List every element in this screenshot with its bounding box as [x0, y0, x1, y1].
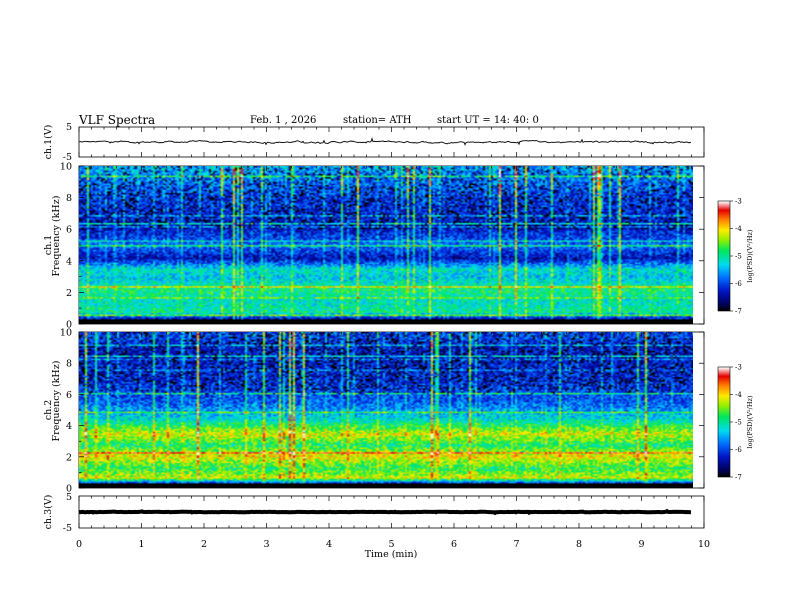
- y-tick-label: 8: [66, 193, 72, 204]
- ch1-ytick-bottom: -5: [63, 152, 72, 163]
- ch2-spectrogram-x-ticks: [78, 332, 705, 488]
- ch3-ytick-top: 5: [66, 492, 72, 503]
- ch1-ylabel: ch.1(V): [43, 125, 54, 160]
- ch1-x-ticks: [78, 127, 705, 157]
- x-tick-label: 3: [263, 539, 269, 550]
- ch2-spectrogram-ylabel-line1: ch.2: [43, 400, 54, 421]
- colorbar-tick-label: -4: [735, 225, 742, 233]
- x-tick-label: 5: [388, 539, 394, 550]
- ch3-waveform-line: [78, 508, 692, 516]
- ch1-colorbar-label: log(PSD)(V²/Hz): [746, 229, 754, 282]
- ch1-colorbar-ticks: -3 -4 -5 -6 -7: [730, 198, 742, 316]
- x-axis-tick-labels: 0 1 2 3 4 5 6 7 8 9 10: [76, 539, 710, 550]
- y-tick-label: 10: [60, 328, 72, 339]
- x-tick-label: 2: [201, 539, 207, 550]
- ch2-spectrogram-image: [79, 332, 693, 488]
- ch1-spectrogram-image: [79, 166, 693, 324]
- ch2-spectrogram-y-ticks: 0 2 4 6 8 10: [60, 328, 704, 495]
- y-tick-label: 8: [66, 359, 72, 370]
- colorbar-tick-label: -3: [735, 364, 742, 372]
- ch1-spectrogram-ylabel-line1: ch.1: [43, 235, 54, 256]
- colorbar-tick-label: -4: [735, 391, 742, 399]
- x-tick-label: 7: [513, 539, 519, 550]
- y-tick-label: 2: [66, 452, 72, 463]
- date-label: Feb. 1 , 2026: [250, 115, 316, 126]
- ch2-colorbar-ticks: -3 -4 -5 -6 -7: [730, 364, 742, 482]
- ch3-ytick-bottom: -5: [63, 523, 72, 534]
- ch2-spectrogram-panel: 0 2 4 6 8 10 ch.2 Frequency (kHz): [43, 328, 705, 495]
- ch1-spectrogram-ylabel-line2: Frequency (kHz): [51, 196, 62, 277]
- y-tick-label: 4: [66, 421, 72, 432]
- y-tick-label: 4: [66, 256, 72, 267]
- x-tick-label: 8: [576, 539, 582, 550]
- y-tick-label: 6: [66, 225, 72, 236]
- ch1-waveform-line: [78, 137, 692, 146]
- colorbar-tick-label: -6: [735, 446, 742, 454]
- x-tick-label: 4: [326, 539, 332, 550]
- x-tick-label: 9: [638, 539, 644, 550]
- ch1-waveform-panel: 5 -5 ch.1(V): [43, 122, 705, 163]
- y-tick-label: 2: [66, 288, 72, 299]
- start-time-label: start UT = 14: 40: 0: [437, 115, 539, 126]
- x-axis-label: Time (min): [365, 549, 418, 560]
- x-tick-label: 1: [138, 539, 144, 550]
- ch3-waveform-panel: 5 -5 ch.3(V): [43, 492, 705, 534]
- y-tick-label: 10: [60, 162, 72, 173]
- y-tick-label: 0: [66, 484, 72, 495]
- ch1-spectrogram-panel: 0 2 4 6 8 10 ch.1 Frequency (kHz): [43, 162, 705, 331]
- x-tick-label: 10: [698, 539, 710, 550]
- ch3-ylabel: ch.3(V): [43, 495, 54, 530]
- ch2-colorbar: -3 -4 -5 -6 -7 log(PSD)(V²/Hz): [717, 364, 754, 482]
- colorbar-tick-label: -3: [735, 198, 742, 206]
- ch1-colorbar: -3 -4 -5 -6 -7 log(PSD)(V²/Hz): [717, 198, 754, 316]
- colorbar-tick-label: -7: [735, 308, 742, 316]
- x-tick-label: 0: [76, 539, 82, 550]
- ch1-spectrogram-y-ticks: 0 2 4 6 8 10: [60, 162, 704, 331]
- station-label: station= ATH: [343, 115, 412, 126]
- ch3-x-ticks: [78, 496, 705, 528]
- y-tick-label: 6: [66, 390, 72, 401]
- colorbar-tick-label: -5: [735, 419, 742, 427]
- colorbar-tick-label: -7: [735, 474, 742, 482]
- x-tick-label: 6: [451, 539, 457, 550]
- ch2-spectrogram-ylabel-line2: Frequency (kHz): [51, 361, 62, 442]
- colorbar-tick-label: -5: [735, 253, 742, 261]
- figure-title: VLF Spectra: [78, 113, 155, 127]
- colorbar-tick-label: -6: [735, 280, 742, 288]
- ch1-spectrogram-x-ticks: [78, 166, 705, 324]
- y-tick-label: 0: [66, 320, 72, 331]
- ch2-colorbar-label: log(PSD)(V²/Hz): [746, 395, 754, 448]
- ch1-colorbar-image: [718, 201, 730, 311]
- ch1-ytick-top: 5: [66, 122, 72, 133]
- ch2-colorbar-image: [718, 367, 730, 477]
